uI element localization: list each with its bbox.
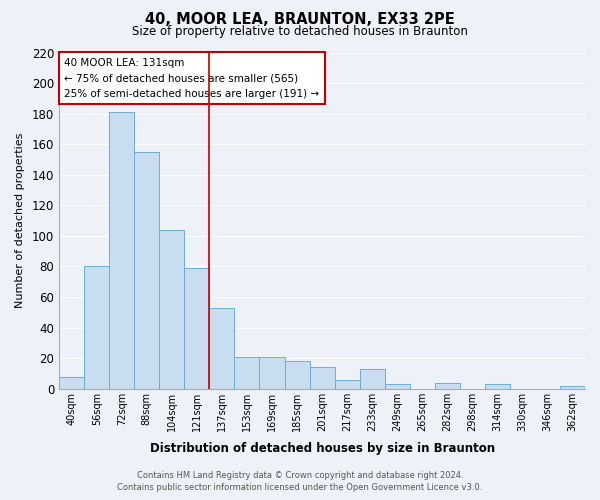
X-axis label: Distribution of detached houses by size in Braunton: Distribution of detached houses by size … (149, 442, 494, 455)
Bar (209, 308, 235, 388)
Bar (160, 230, 184, 388)
Text: Size of property relative to detached houses in Braunton: Size of property relative to detached ho… (132, 25, 468, 38)
Bar (284, 361, 310, 388)
Text: Contains HM Land Registry data © Crown copyright and database right 2024.
Contai: Contains HM Land Registry data © Crown c… (118, 471, 482, 492)
Bar (435, 382, 460, 388)
Bar (59, 376, 84, 388)
Bar (385, 384, 410, 388)
Bar (84, 266, 109, 388)
Text: 40, MOOR LEA, BRAUNTON, EX33 2PE: 40, MOOR LEA, BRAUNTON, EX33 2PE (145, 12, 455, 28)
Bar (359, 369, 385, 388)
Y-axis label: Number of detached properties: Number of detached properties (15, 133, 25, 308)
Bar (310, 368, 335, 388)
Bar (109, 112, 134, 388)
Bar (134, 152, 160, 388)
Bar (259, 356, 284, 388)
Text: 40 MOOR LEA: 131sqm
← 75% of detached houses are smaller (565)
25% of semi-detac: 40 MOOR LEA: 131sqm ← 75% of detached ho… (64, 58, 320, 98)
Bar (485, 384, 510, 388)
Bar (560, 386, 585, 388)
Bar (184, 268, 209, 388)
Bar (335, 380, 359, 388)
Bar (235, 356, 259, 388)
